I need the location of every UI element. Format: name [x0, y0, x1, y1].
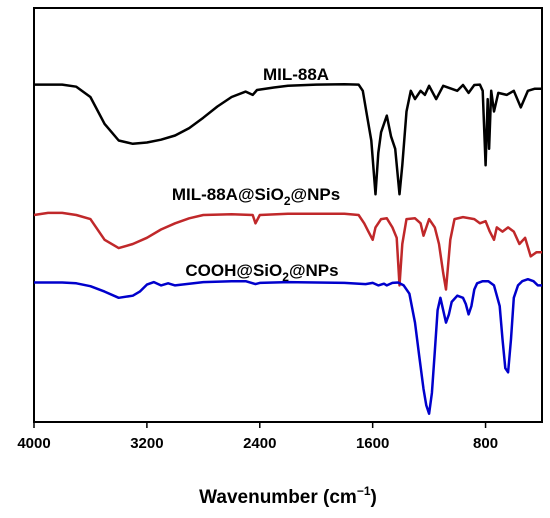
spectra-traces	[33, 82, 542, 415]
x-axis-title: Wavenumber (cm−1)	[199, 484, 377, 508]
x-tick-label-1600: 1600	[356, 435, 389, 452]
series-labels: MIL-88A MIL-88A@SiO2@NPs COOH@SiO2@NPs	[172, 65, 340, 284]
series-label-1: MIL-88A@SiO2@NPs	[172, 185, 340, 208]
x-tick-label-800: 800	[473, 435, 498, 452]
x-axis-ticks: 4000 3200 2400 1600 800	[17, 422, 498, 452]
x-tick-label-2400: 2400	[243, 435, 276, 452]
series-label-0: MIL-88A	[263, 65, 329, 84]
series-label-2: COOH@SiO2@NPs	[185, 261, 338, 284]
series-line-2	[34, 277, 542, 415]
x-tick-label-3200: 3200	[130, 435, 163, 452]
x-tick-label-4000: 4000	[17, 435, 50, 452]
series-line-0	[34, 82, 542, 196]
series-line-1	[33, 211, 542, 291]
